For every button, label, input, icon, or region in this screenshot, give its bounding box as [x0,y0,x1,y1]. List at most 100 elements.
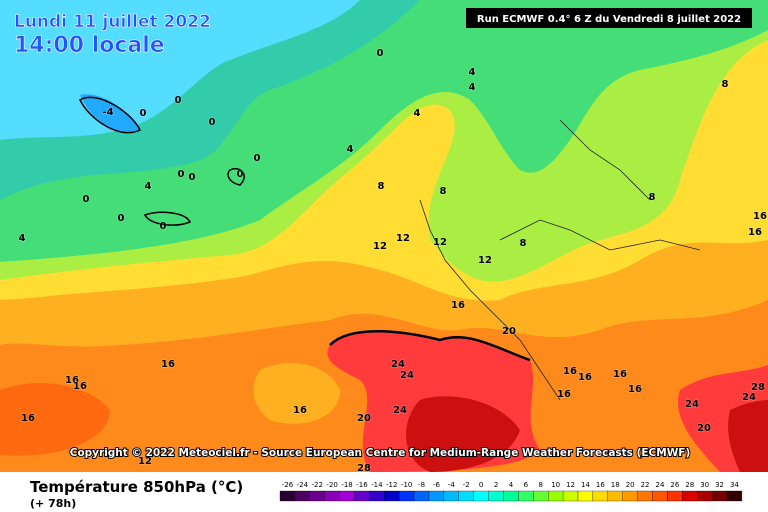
contour-label: 4 [347,144,354,155]
contour-label: -4 [102,107,113,118]
colorbar: -26 -24 -22 -20 -18 -16 -14 -12 -10 -8 -6 -4 -2 0 2 4 6 8… [279,481,743,502]
colorbar-swatch [533,490,549,502]
run-info: Run ECMWF 0.4° 6 Z du Vendredi 8 juillet… [477,14,741,25]
colorbar-swatch [667,490,683,502]
colorbar-tick-label: 2 [494,481,498,489]
colorbar-tick-label: 32 [715,481,724,489]
colorbar-tick-label: -10 [401,481,412,489]
contour-label: 0 [140,108,147,119]
isotherm [329,330,531,362]
contour-label: 0 [237,169,244,180]
contour-label: 20 [357,413,371,424]
contour-label: 12 [433,237,447,248]
contour-label: 16 [557,389,571,400]
contour-label: 8 [440,186,447,197]
contour-label: 8 [722,79,729,90]
colorbar-swatch [697,490,713,502]
colorbar-tick-label: -24 [297,481,309,489]
colorbar-tick-label: 28 [685,481,694,489]
colorbar-tick-label: 8 [539,481,543,489]
contour-label: 0 [209,117,216,128]
colorbar-swatch [443,490,459,502]
contour-label: 24 [742,392,756,403]
colorbar-swatch [607,490,623,502]
colorbar-swatch [726,490,743,502]
colorbar-swatch [488,490,504,502]
colorbar-swatch [711,490,728,502]
colorbar-tick-label: -2 [463,481,470,489]
colorbar-swatch [622,490,638,502]
contour-label: 16 [613,369,627,380]
colorbar-tick-label: 10 [551,481,560,489]
colorbar-swatch [503,490,519,502]
contour-label: 16 [65,375,79,386]
contour-label: 8 [649,192,656,203]
contour-label: 0 [178,169,185,180]
colorbar-tick-label: -22 [312,481,323,489]
temp-zone [0,382,110,456]
colorbar-tick-label: 20 [626,481,635,489]
colorbar-tick-label: -14 [371,481,383,489]
colorbar-tick-label: 12 [566,481,575,489]
coastline [79,96,245,226]
contour-label: 16 [21,413,35,424]
colorbar-tick-label: -20 [326,481,337,489]
forecast-time: 14:00 locale [14,33,165,58]
contour-label: 16 [563,366,577,377]
contour-label: 0 [189,172,196,183]
contour-label: 0 [254,153,261,164]
contour-label: 8 [520,238,527,249]
colorbar-swatch [294,490,310,502]
colorbar-tick-label: -26 [282,481,294,489]
colorbar-swatch [399,490,415,502]
colorbar-swatch [518,490,534,502]
colorbar-tick-label: 16 [596,481,605,489]
contour-label: 16 [73,381,87,392]
colorbar-tick-label: 24 [655,481,664,489]
colorbar-swatch [592,490,608,502]
map [0,0,768,472]
contour-label: 16 [451,300,465,311]
colorbar-swatch [473,490,489,502]
colorbar-tick-label: 0 [479,481,483,489]
contour-label: 0 [83,194,90,205]
contour-label: 12 [373,241,387,252]
colorbar-swatch [458,490,474,502]
contour-label: 16 [748,227,762,238]
contour-label: 16 [161,359,175,370]
colorbar-tick-label: -4 [448,481,456,489]
contour-label: 24 [685,399,699,410]
temp-zone [80,94,140,133]
contour-label: 4 [469,67,476,78]
variable-title: Température 850hPa (°C) [30,478,243,496]
colorbar-swatch [652,490,668,502]
contour-label: 12 [478,255,492,266]
colorbar-tick-label: -6 [433,481,441,489]
contour-label: 24 [400,370,414,381]
colorbar-swatch [324,490,340,502]
colorbar-tick-label: 22 [641,481,650,489]
contour-label: 0 [377,48,384,59]
colorbar-swatch [309,490,325,502]
contour-label: 0 [160,221,167,232]
colorbar-swatch [354,490,370,502]
colorbar-tick-label: -8 [418,481,425,489]
temp-zone [406,396,520,472]
contour-label: 12 [396,233,410,244]
colorbar-tick-label: 34 [730,481,739,489]
temp-zone [253,362,340,424]
contour-label: 4 [19,233,26,244]
colorbar-swatch [279,490,296,502]
contour-label: 16 [753,211,767,222]
colorbar-swatch [369,490,385,502]
contour-label: 28 [357,463,371,474]
contour-label: 12 [138,456,152,467]
contour-label: 4 [469,82,476,93]
colorbar-tick-label: 26 [670,481,679,489]
colorbar-swatch [637,490,653,502]
colorbar-tick-label: 6 [524,481,529,489]
colorbar-swatch [413,490,430,502]
